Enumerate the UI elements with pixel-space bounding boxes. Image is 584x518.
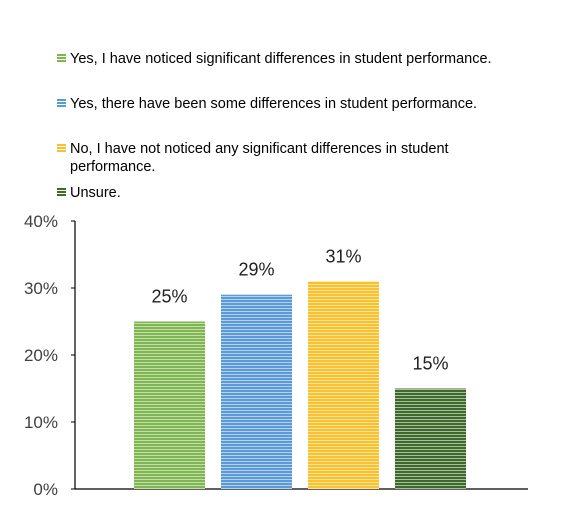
bar (134, 321, 205, 489)
legend-label: Yes, there have been some differences in… (70, 96, 478, 112)
bar (395, 388, 466, 489)
legend-item-significant-differences: Yes, I have noticed significant differen… (57, 50, 527, 68)
y-tick-label: 0% (33, 480, 58, 499)
legend-label: Unsure. (70, 185, 121, 201)
data-label: 31% (325, 246, 361, 266)
y-tick-label: 40% (24, 212, 58, 231)
data-label: 15% (412, 354, 448, 374)
y-tick-label: 20% (24, 346, 58, 365)
y-axis-ticks: 0% 10% 20% 30% 40% (24, 212, 75, 499)
bar (308, 281, 379, 489)
data-label: 29% (238, 260, 274, 280)
legend-swatch-blue (57, 99, 66, 108)
legend-label: Yes, I have noticed significant differen… (70, 51, 492, 67)
y-tick-label: 30% (24, 279, 58, 298)
legend-item-unsure: Unsure. (57, 184, 527, 202)
data-label: 25% (151, 287, 187, 307)
legend-swatch-green (57, 54, 66, 63)
bar (221, 294, 292, 489)
legend-swatch-dark-green (57, 188, 66, 197)
legend-item-some-differences: Yes, there have been some differences in… (57, 95, 527, 113)
y-tick-label: 10% (24, 413, 58, 432)
bars-group (134, 281, 466, 489)
legend-label: No, I have not noticed any significant d… (70, 141, 449, 175)
legend-item-no-differences: No, I have not noticed any significant d… (57, 140, 527, 176)
legend-swatch-yellow (57, 144, 66, 153)
data-labels-group: 25% 29% 31% 15% (151, 246, 448, 373)
chart-legend: Yes, I have noticed significant differen… (0, 0, 584, 215)
